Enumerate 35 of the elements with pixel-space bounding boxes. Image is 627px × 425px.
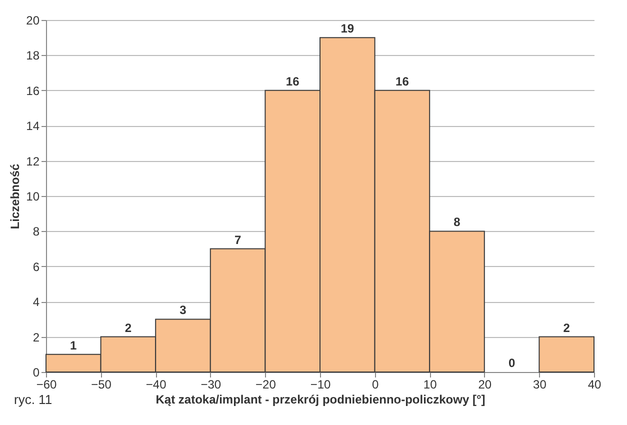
x-tick-label: 0 — [372, 378, 379, 392]
data-label: 2 — [563, 320, 570, 335]
y-tick-label: 4 — [32, 295, 40, 310]
data-label: 2 — [124, 320, 132, 335]
x-tick-label: 20 — [478, 378, 492, 392]
data-label: 19 — [340, 22, 354, 36]
y-tick-label: 20 — [26, 14, 40, 28]
data-label: 1 — [70, 338, 78, 352]
x-tick-label: −30 — [200, 378, 222, 392]
text: ryc. 11 — [14, 392, 52, 407]
data-label: 8 — [454, 215, 461, 230]
y-tick-label: 8 — [32, 224, 40, 239]
x-tick-label: 30 — [533, 378, 547, 392]
y-tick-label: 6 — [32, 260, 40, 274]
x-tick-label: 40 — [588, 378, 602, 392]
y-tick-label: 0 — [32, 366, 40, 380]
x-tick-label: 10 — [423, 378, 438, 392]
y-tick-label: 12 — [26, 154, 40, 168]
data-label: 3 — [180, 303, 187, 318]
x-tick-label: −20 — [256, 378, 276, 392]
x-tick-label: −10 — [310, 378, 331, 392]
x-axis-title: Kąt zatoka/implant - przekrój podniebienno-policzkowy [°] — [156, 392, 486, 406]
y-axis-title: Liczebność — [8, 164, 22, 230]
data-label: 7 — [234, 232, 242, 247]
y-tick-label: 16 — [26, 84, 40, 98]
y-tick-label: 14 — [26, 119, 40, 134]
x-tick-label: −60 — [36, 378, 57, 392]
y-tick-label: 10 — [26, 190, 40, 204]
x-tick-label: −50 — [91, 378, 112, 392]
x-tick-label: −40 — [146, 378, 167, 392]
data-label: 16 — [396, 74, 410, 88]
data-label: 0 — [508, 356, 516, 370]
data-label: 16 — [286, 74, 300, 88]
y-tick-label: 18 — [26, 48, 40, 63]
y-tick-label: 2 — [32, 330, 40, 344]
